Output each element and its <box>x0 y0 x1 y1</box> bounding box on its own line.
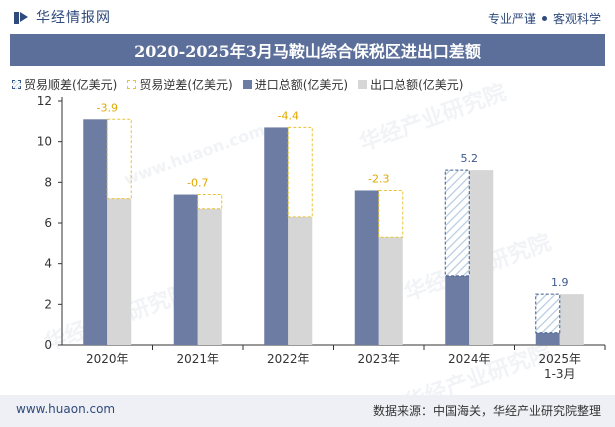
footer-source: 数据来源：中国海关，华经产业研究院整理 <box>372 404 601 418</box>
export-bar <box>288 216 313 345</box>
export-bar <box>107 198 132 345</box>
chart-title: 2020-2025年3月马鞍山综合保税区进出口差额 <box>134 42 481 61</box>
x-tick-label-line: 2021年 <box>176 352 219 366</box>
y-tick-label: 10 <box>37 135 52 149</box>
brand-logo-icon <box>14 12 28 24</box>
difference-label: -0.7 <box>187 177 208 190</box>
brand-name: 华经情报网 <box>36 10 111 26</box>
legend-item-surplus[interactable]: 贸易顺差(亿美元) <box>12 76 117 93</box>
footer: www.huaon.com 数据来源：中国海关，华经产业研究院整理 <box>0 395 615 427</box>
y-tick-label: 2 <box>44 297 52 311</box>
x-tick-label-line: 2023年 <box>357 352 400 366</box>
brand[interactable]: 华经情报网 <box>14 7 111 27</box>
tagline: 专业严谨 客观科学 <box>488 10 601 27</box>
legend-item-deficit[interactable]: 贸易逆差(亿美元) <box>127 76 233 93</box>
difference-label: -3.9 <box>97 101 118 114</box>
deficit-bar <box>287 126 313 218</box>
difference-label: -4.4 <box>278 109 299 122</box>
y-tick-label: 4 <box>44 257 52 271</box>
chart-area: 0 2 4 6 8 10 12 -3.9 2020年 -0.7 2021年 -4.4 2022年 -2.3… <box>37 94 606 381</box>
x-tick-label: 2021年 <box>176 352 219 366</box>
x-tick-label-line: 2022年 <box>267 352 310 366</box>
export-bar <box>559 294 584 345</box>
legend-swatch-surplus <box>12 80 21 89</box>
surplus-bar <box>535 293 561 334</box>
x-tick-label: 2024年 <box>448 352 491 366</box>
legend-label-export: 出口总额(亿美元) <box>370 78 464 92</box>
difference-label: -2.3 <box>368 172 389 185</box>
legend-swatch-export <box>358 80 368 89</box>
import-bar <box>83 119 108 345</box>
import-bar <box>354 190 379 345</box>
tagline-right: 客观科学 <box>552 12 601 26</box>
legend-item-export[interactable]: 出口总额(亿美元) <box>358 76 464 93</box>
deficit-bar <box>197 194 223 210</box>
difference-label: 5.2 <box>461 152 479 165</box>
tagline-dot-icon <box>541 16 547 21</box>
import-bar <box>535 332 560 345</box>
x-tick-label: 2023年 <box>357 352 400 366</box>
footer-website[interactable]: www.huaon.com <box>16 402 116 416</box>
x-tick-label-line: 2024年 <box>448 352 491 366</box>
x-tick-label-line: 1-3月 <box>544 367 576 381</box>
x-tick-label: 2022年 <box>267 352 310 366</box>
import-bar <box>264 127 289 345</box>
export-bar <box>469 170 494 345</box>
y-tick-label: 8 <box>44 175 52 189</box>
export-bar <box>378 237 403 345</box>
x-tick-label: 2025年 1-3月 <box>538 352 581 381</box>
deficit-bar <box>106 118 132 200</box>
x-tick-label-line: 2020年 <box>86 352 129 366</box>
legend-label-surplus: 贸易顺差(亿美元) <box>24 78 118 92</box>
chart-title-bar: 2020-2025年3月马鞍山综合保税区进出口差额 <box>10 34 605 66</box>
difference-label: 1.9 <box>551 276 569 289</box>
legend-label-import: 进口总额(亿美元) <box>254 78 349 92</box>
export-bar <box>197 208 222 345</box>
legend-label-deficit: 贸易逆差(亿美元) <box>139 78 233 92</box>
surplus-bar <box>444 169 470 277</box>
x-tick-label: 2020年 <box>86 352 129 366</box>
legend: 贸易顺差(亿美元) 贸易逆差(亿美元) 进口总额(亿美元) 出口总额(亿美元) <box>12 76 474 93</box>
y-tick-label: 12 <box>37 94 52 108</box>
import-bar <box>173 194 198 345</box>
legend-swatch-import <box>242 80 252 89</box>
legend-swatch-deficit <box>127 80 137 89</box>
y-tick-label: 6 <box>44 216 52 230</box>
x-tick-label-line: 2025年 <box>538 352 581 366</box>
deficit-bar <box>378 189 404 238</box>
tagline-left: 专业严谨 <box>487 12 536 26</box>
legend-item-import[interactable]: 进口总额(亿美元) <box>242 76 349 93</box>
top-bar: 华经情报网 专业严谨 客观科学 <box>0 0 615 34</box>
y-tick-label: 0 <box>44 338 52 352</box>
import-bar <box>445 275 470 345</box>
